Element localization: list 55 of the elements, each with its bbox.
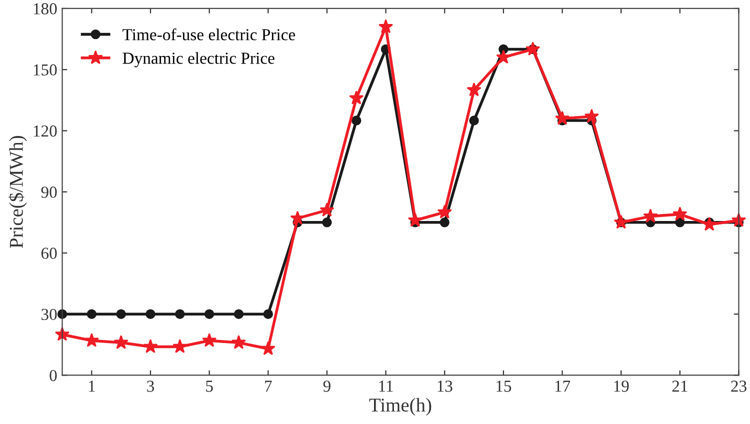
point bbox=[116, 309, 126, 319]
point bbox=[172, 339, 188, 354]
point bbox=[614, 214, 628, 229]
point bbox=[584, 108, 599, 123]
y-tick-label: 60 bbox=[41, 248, 57, 259]
point bbox=[84, 332, 99, 347]
point bbox=[352, 116, 362, 126]
point bbox=[86, 309, 97, 319]
point bbox=[672, 206, 688, 221]
point bbox=[496, 50, 511, 64]
y-tick-label: 120 bbox=[34, 125, 57, 137]
x-tick-label: 1 bbox=[88, 380, 95, 392]
y-tick-label: 90 bbox=[41, 186, 57, 198]
y-tick-label: 30 bbox=[42, 308, 57, 320]
x-tick-label: 17 bbox=[555, 380, 570, 392]
y-tick-label: 150 bbox=[34, 64, 57, 76]
point bbox=[437, 204, 452, 219]
point bbox=[114, 335, 128, 349]
y-tick-label: 180 bbox=[34, 3, 57, 14]
x-tick-label: 13 bbox=[438, 380, 452, 392]
point bbox=[526, 42, 540, 56]
x-tick-label: 5 bbox=[206, 380, 213, 392]
y-axis-title: Price($/MWh) bbox=[8, 136, 27, 248]
x-tick-label: 15 bbox=[496, 380, 512, 392]
point bbox=[204, 309, 214, 319]
point bbox=[466, 82, 482, 96]
point bbox=[440, 218, 450, 228]
point bbox=[175, 309, 185, 319]
point bbox=[146, 309, 156, 319]
point bbox=[643, 208, 658, 223]
point bbox=[554, 110, 570, 125]
point bbox=[290, 210, 305, 225]
point bbox=[260, 341, 276, 356]
point bbox=[702, 216, 717, 231]
x-tick-label: 9 bbox=[323, 380, 330, 392]
x-tick-label: 11 bbox=[379, 380, 393, 392]
x-tick-label: 3 bbox=[147, 380, 154, 392]
point bbox=[320, 202, 334, 217]
point bbox=[378, 19, 394, 34]
point bbox=[231, 335, 246, 349]
x-tick-label: 23 bbox=[731, 380, 746, 392]
x-tick-label: 21 bbox=[672, 380, 688, 392]
point bbox=[263, 309, 274, 319]
point bbox=[469, 116, 479, 126]
point bbox=[143, 339, 158, 354]
legend-label: Time-of-use electric Price bbox=[122, 28, 296, 40]
point bbox=[202, 332, 217, 347]
point bbox=[349, 90, 364, 104]
x-tick-label: 7 bbox=[265, 380, 272, 392]
y-tick-label: 0 bbox=[50, 370, 57, 382]
point bbox=[234, 309, 244, 319]
point bbox=[322, 218, 332, 228]
x-tick-label: 19 bbox=[614, 380, 629, 392]
x-axis-title: Time(h) bbox=[369, 398, 432, 416]
legend-label: Dynamic electric Price bbox=[122, 52, 274, 68]
